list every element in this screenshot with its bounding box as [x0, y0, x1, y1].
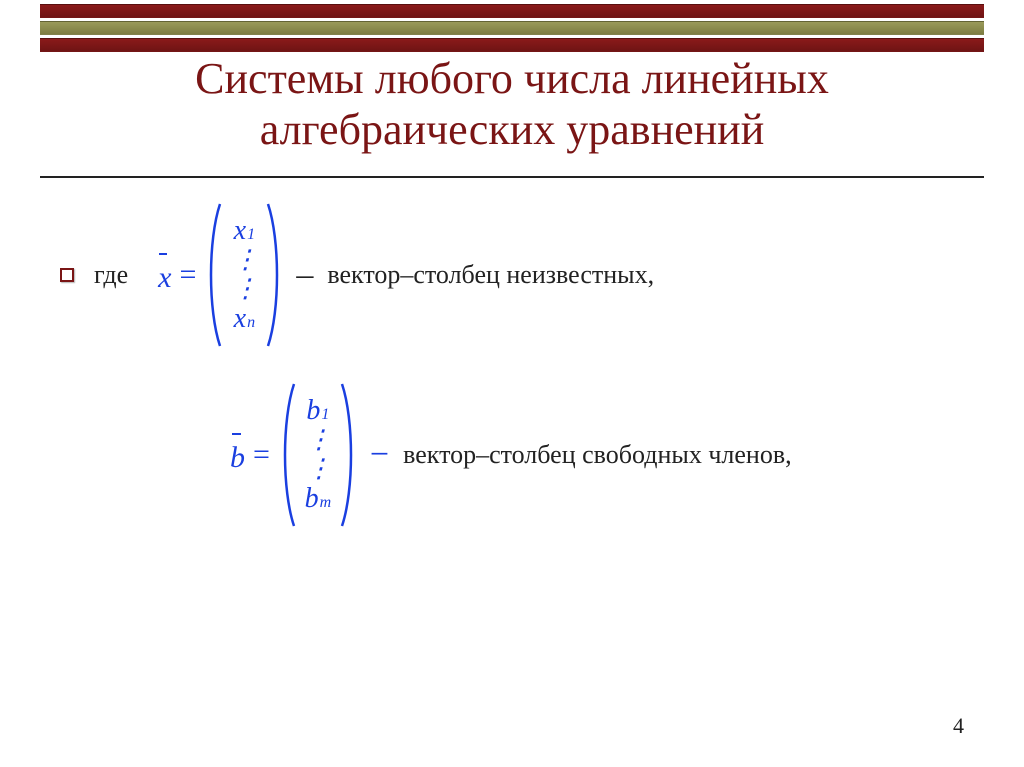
bar-maroon-1 [40, 4, 984, 18]
rparen-icon [264, 200, 284, 350]
dash-2: − [370, 436, 389, 474]
formula-x: x = x1 ⋮ ⋮ xn – вектор–столбец неизвестн… [158, 200, 654, 350]
equals-1: = [179, 258, 196, 292]
vector-b: b1 ⋮ ⋮ bm [278, 380, 358, 530]
bar-olive [40, 21, 984, 35]
vector-x-elements: x1 ⋮ ⋮ xn [224, 208, 264, 343]
desc-b: вектор–столбец свободных членов, [403, 440, 792, 470]
row-x: где x = x1 ⋮ ⋮ xn – [60, 200, 964, 350]
slide-number: 4 [953, 713, 964, 739]
x1: x1 [234, 216, 255, 247]
lparen-icon [204, 200, 224, 350]
rparen-icon [338, 380, 358, 530]
xn: xn [234, 304, 255, 335]
var-b: b [230, 435, 245, 475]
desc-x: вектор–столбец неизвестных, [327, 260, 654, 290]
title-underline [40, 176, 984, 178]
row-b: b = b1 ⋮ ⋮ bm − вектор–столбец свободных… [60, 380, 964, 530]
dash-1: – [296, 256, 313, 294]
bm: bm [305, 484, 332, 515]
var-b-letter: b [230, 441, 245, 474]
bar-maroon-2 [40, 38, 984, 52]
lead-text: где [94, 260, 128, 290]
var-x-letter: x [158, 261, 171, 294]
content: где x = x1 ⋮ ⋮ xn – [60, 200, 964, 560]
var-x: x [158, 255, 171, 295]
vdots-3: ⋮ [306, 426, 330, 455]
vdots-2: ⋮ [232, 275, 256, 304]
vdots-1: ⋮ [232, 246, 256, 275]
vdots-4: ⋮ [306, 455, 330, 484]
lparen-icon [278, 380, 298, 530]
slide-title: Системы любого числа линейных алгебраиче… [0, 54, 1024, 155]
vector-x: x1 ⋮ ⋮ xn [204, 200, 284, 350]
equals-2: = [253, 438, 270, 472]
b1: b1 [306, 396, 329, 427]
bullet-icon [60, 268, 74, 282]
vector-b-elements: b1 ⋮ ⋮ bm [298, 388, 338, 523]
formula-b: b = b1 ⋮ ⋮ bm − вектор–столбец свободных… [230, 380, 792, 530]
